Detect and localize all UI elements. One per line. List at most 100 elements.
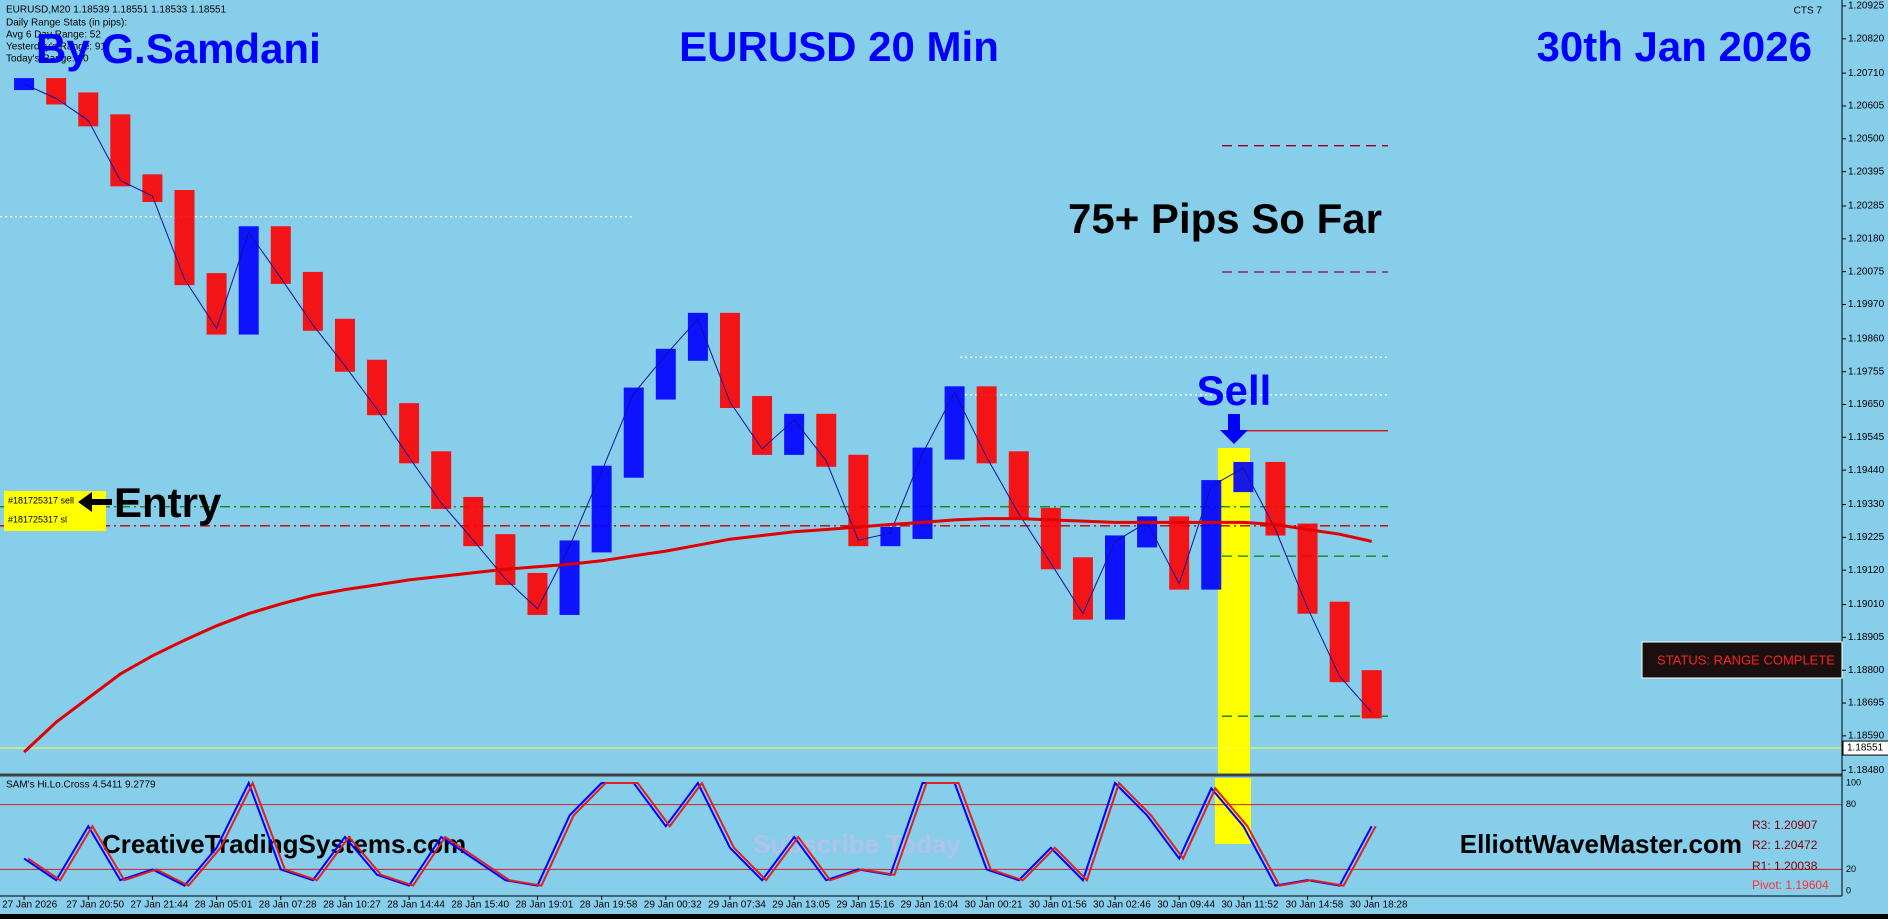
y-tick-label: 1.18695 [1848,698,1885,709]
status-box [1641,641,1843,679]
price-bar [1008,451,1029,520]
date: 30th Jan 2026 [1536,23,1812,70]
y-tick-label: 1.18905 [1848,632,1885,643]
x-tick-label: 28 Jan 14:44 [387,900,445,911]
y-tick-label: 1.19755 [1848,366,1885,377]
entry-arrow [78,492,112,512]
price-bar [591,465,612,553]
y-tick-label: 0 [1846,885,1851,895]
y-tick-label: 1.18480 [1848,765,1885,776]
y-tick-label: 1.19225 [1848,532,1885,543]
y-tick-label: 100 [1846,777,1861,787]
x-tick-label: 29 Jan 07:34 [708,900,766,911]
y-tick-label: 20 [1846,864,1856,874]
x-tick-label: 29 Jan 16:04 [901,900,959,911]
price-bar [559,540,580,615]
price-bar [848,454,869,547]
price-bar [174,190,195,286]
price-bar [495,534,516,585]
price-bar [78,92,99,127]
x-tick-label: 29 Jan 00:32 [644,900,702,911]
price-bar [1329,601,1350,683]
price-bar [944,386,965,460]
x-tick-label: 30 Jan 00:21 [965,900,1023,911]
price-bar [206,273,227,335]
order-label: #181725317 sl [8,514,67,524]
price-bar [238,226,259,335]
pivot-label: Pivot: 1.19604 [1752,878,1829,892]
price-bar [976,386,997,464]
x-tick-label: 30 Jan 01:56 [1029,900,1087,911]
price-bar [1040,507,1061,570]
series-line [23,517,1373,754]
price-bar [302,271,323,331]
x-tick-label: 27 Jan 20:50 [66,900,124,911]
price-bar [912,447,933,539]
price-bar [14,78,35,91]
price-bar [880,526,901,547]
y-tick-label: 1.18800 [1848,665,1885,676]
footer: CreativeTradingSystems.com [102,829,466,859]
stats: Yesterday's Range: 91 [6,42,106,53]
price-bar [655,348,676,400]
y-tick-label: 1.19330 [1848,499,1885,510]
price-bar [623,387,644,478]
x-tick-label: 29 Jan 15:16 [836,900,894,911]
y-tick-label: 1.20500 [1848,133,1885,144]
price-bar [1361,670,1382,719]
last-price-box [1842,740,1888,756]
x-tick-label: 28 Jan 10:27 [323,900,381,911]
chart-title: EURUSD 20 Min [679,23,999,70]
y-tick-label: 1.19650 [1848,399,1885,410]
y-tick-label: 1.20710 [1848,68,1885,79]
header: EURUSD,M20 1.18539 1.18551 1.18533 1.185… [6,5,227,16]
y-tick-label: 1.20820 [1848,33,1885,44]
x-tick-label: 27 Jan 21:44 [130,900,188,911]
status: STATUS: RANGE COMPLETE [1657,652,1835,667]
annotation: 75+ Pips So Far [1068,195,1382,242]
y-tick-label: 1.20075 [1848,266,1885,277]
price-bar [816,413,837,467]
price-bar [1233,461,1254,493]
pivot-label: R3: 1.20907 [1752,818,1818,832]
y-tick-label: 1.20395 [1848,166,1885,177]
x-tick-label: 28 Jan 19:58 [580,900,638,911]
osc-line [23,780,1373,887]
order-label: #181725317 sell [8,495,74,505]
y-tick-label: 1.20180 [1848,233,1885,244]
y-tick-label: 1.19860 [1848,334,1885,345]
x-tick-label: 27 Jan 2026 [2,900,57,911]
price-bar [1297,523,1318,614]
price-bar [431,451,452,509]
y-tick-label: 1.19010 [1848,599,1885,610]
price-bar [46,78,67,105]
stats: Today's Range: 80 [6,54,89,65]
y-tick-label: 1.19440 [1848,465,1885,476]
y-tick-label: 1.18590 [1848,731,1885,742]
price-bar [1201,480,1222,590]
y-tick-label: 1.20285 [1848,201,1885,212]
footer: ElliottWaveMaster.com [1460,829,1742,859]
highlight-osc [1215,778,1251,844]
sell-arrow [1220,414,1248,444]
osc-title: SAM's Hi.Lo.Cross 4.5411 9.2779 [6,780,156,791]
x-tick-label: 30 Jan 18:28 [1350,900,1408,911]
annotation: Sell [1197,367,1272,414]
x-tick-label: 29 Jan 13:05 [772,900,830,911]
x-tick-label: 28 Jan 19:01 [515,900,573,911]
price-bar [334,318,355,372]
pivot-label: R2: 1.20472 [1752,838,1818,852]
y-tick-label: 1.20925 [1848,1,1885,12]
price-bar [1072,557,1093,620]
y-tick-label: 1.19120 [1848,565,1885,576]
price-bar [142,174,163,203]
price-bar [367,359,388,416]
x-tick-label: 30 Jan 14:58 [1286,900,1344,911]
y-tick-label: 80 [1846,799,1856,809]
y-tick-label: 1.19970 [1848,299,1885,310]
x-tick-label: 28 Jan 15:40 [451,900,509,911]
x-tick-label: 30 Jan 09:44 [1157,900,1215,911]
price-bar [719,312,740,409]
